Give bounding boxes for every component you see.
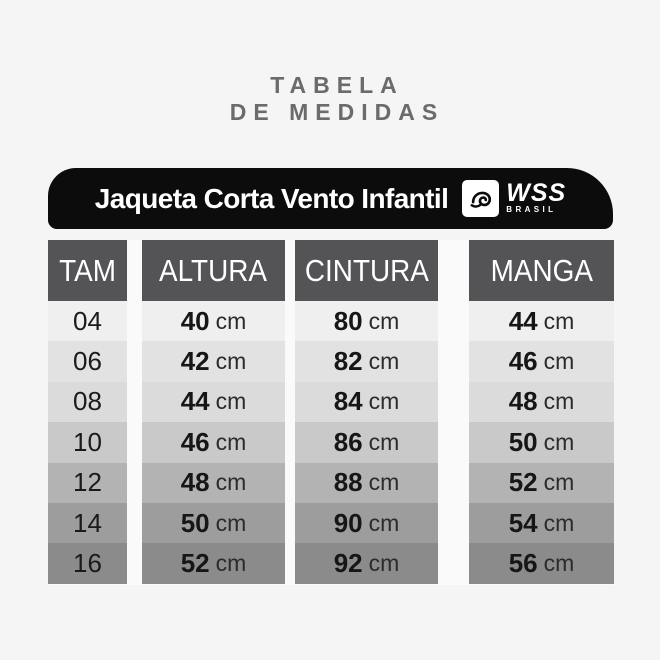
table-cell: 54 cm xyxy=(469,502,614,544)
table-cell: 08 xyxy=(48,381,127,423)
table-cell: 46 cm xyxy=(142,422,285,463)
column-header-tam: TAM xyxy=(48,240,127,301)
table-cell: 06 xyxy=(48,341,127,382)
table-cell: 84 cm xyxy=(295,381,438,423)
column-cintura: CINTURA 80 cm 82 cm 84 cm 86 cm 88 cm 90 cm 92… xyxy=(295,240,438,584)
column-header-cintura: CINTURA xyxy=(295,240,438,301)
column-altura: ALTURA 40 cm 42 cm 44 cm 46 cm 48 cm 50 cm 52 c… xyxy=(142,240,285,584)
table-cell: 04 xyxy=(48,301,127,342)
table-cell: 44 cm xyxy=(142,381,285,423)
page-title-line2: DE MEDIDAS xyxy=(229,99,445,125)
table-cell: 40 cm xyxy=(142,301,285,342)
table-cell: 44 cm xyxy=(469,301,614,342)
table-cell: 10 xyxy=(48,422,127,463)
table-cell: 50 cm xyxy=(142,502,285,544)
column-header-altura: ALTURA xyxy=(142,240,285,301)
column-header-manga: MANGA xyxy=(469,240,614,301)
table-cell: 90 cm xyxy=(295,502,438,544)
table-cell: 46 cm xyxy=(469,341,614,382)
wss-brasil-logo: WSS BRASIL xyxy=(462,180,566,217)
table-cell: 86 cm xyxy=(295,422,438,463)
table-cell: 48 cm xyxy=(469,381,614,423)
table-cell: 14 xyxy=(48,502,127,544)
column-tam: TAM 04 06 08 10 12 14 16 xyxy=(48,240,127,584)
product-banner: Jaqueta Corta Vento Infantil WSS BRASIL xyxy=(48,168,613,229)
brand-text: WSS BRASIL xyxy=(506,179,567,215)
table-cell: 52 cm xyxy=(142,543,285,584)
measurement-table: TAM 04 06 08 10 12 14 16 ALTURA 40 cm 42 c… xyxy=(48,240,614,585)
brand-subtitle: BRASIL xyxy=(506,205,557,214)
page-title-line1: TABELA xyxy=(270,72,404,98)
brand-name: WSS xyxy=(506,179,567,207)
table-cell: 42 cm xyxy=(142,341,285,382)
table-cell: 12 xyxy=(48,462,127,503)
table-cell: 16 xyxy=(48,543,127,584)
table-cell: 56 cm xyxy=(469,543,614,584)
table-cell: 52 cm xyxy=(469,462,614,503)
table-cell: 88 cm xyxy=(295,462,438,503)
table-cell: 50 cm xyxy=(469,422,614,463)
product-name: Jaqueta Corta Vento Infantil xyxy=(94,182,449,214)
wave-icon xyxy=(462,180,500,217)
column-manga: MANGA 44 cm 46 cm 48 cm 50 cm 52 cm 54 cm 56 cm xyxy=(469,240,614,584)
table-cell: 80 cm xyxy=(295,301,438,342)
page-title: TABELA DE MEDIDAS xyxy=(0,72,660,126)
table-cell: 92 cm xyxy=(295,543,438,584)
table-cell: 82 cm xyxy=(295,341,438,382)
table-cell: 48 cm xyxy=(142,462,285,503)
